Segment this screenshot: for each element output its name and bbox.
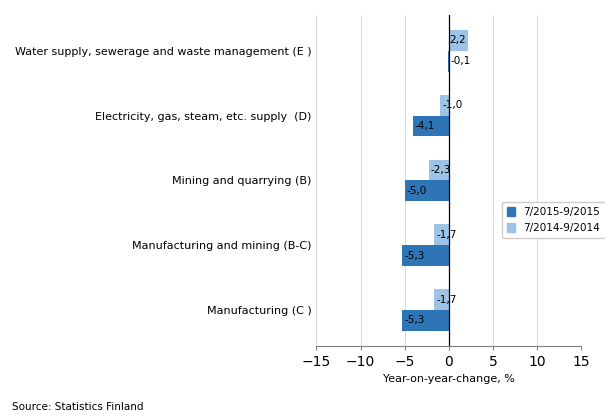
Text: -5,3: -5,3 [404, 250, 425, 260]
Bar [428, 160, 449, 181]
X-axis label: Year-on-year-change, %: Year-on-year-change, % [383, 374, 515, 384]
Bar [405, 181, 449, 201]
Text: -1,7: -1,7 [436, 230, 456, 240]
Text: -5,0: -5,0 [407, 186, 427, 196]
Bar [448, 51, 449, 72]
Legend: 7/2015-9/2015, 7/2014-9/2014: 7/2015-9/2015, 7/2014-9/2014 [502, 202, 605, 238]
Bar [440, 95, 449, 116]
Text: -0,1: -0,1 [450, 56, 471, 66]
Text: -4,1: -4,1 [415, 121, 435, 131]
Text: -2,3: -2,3 [431, 165, 451, 175]
Text: -1,7: -1,7 [436, 295, 456, 305]
Bar [434, 225, 449, 245]
Bar [413, 116, 449, 136]
Bar [402, 245, 449, 266]
Text: -5,3: -5,3 [404, 315, 425, 325]
Text: 2,2: 2,2 [450, 35, 466, 45]
Text: Source: Statistics Finland: Source: Statistics Finland [12, 402, 143, 412]
Text: -1,0: -1,0 [442, 100, 462, 110]
Bar [449, 30, 468, 51]
Bar [402, 310, 449, 331]
Bar [434, 289, 449, 310]
